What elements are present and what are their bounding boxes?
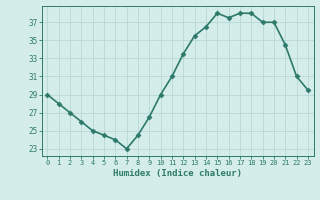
X-axis label: Humidex (Indice chaleur): Humidex (Indice chaleur)	[113, 169, 242, 178]
